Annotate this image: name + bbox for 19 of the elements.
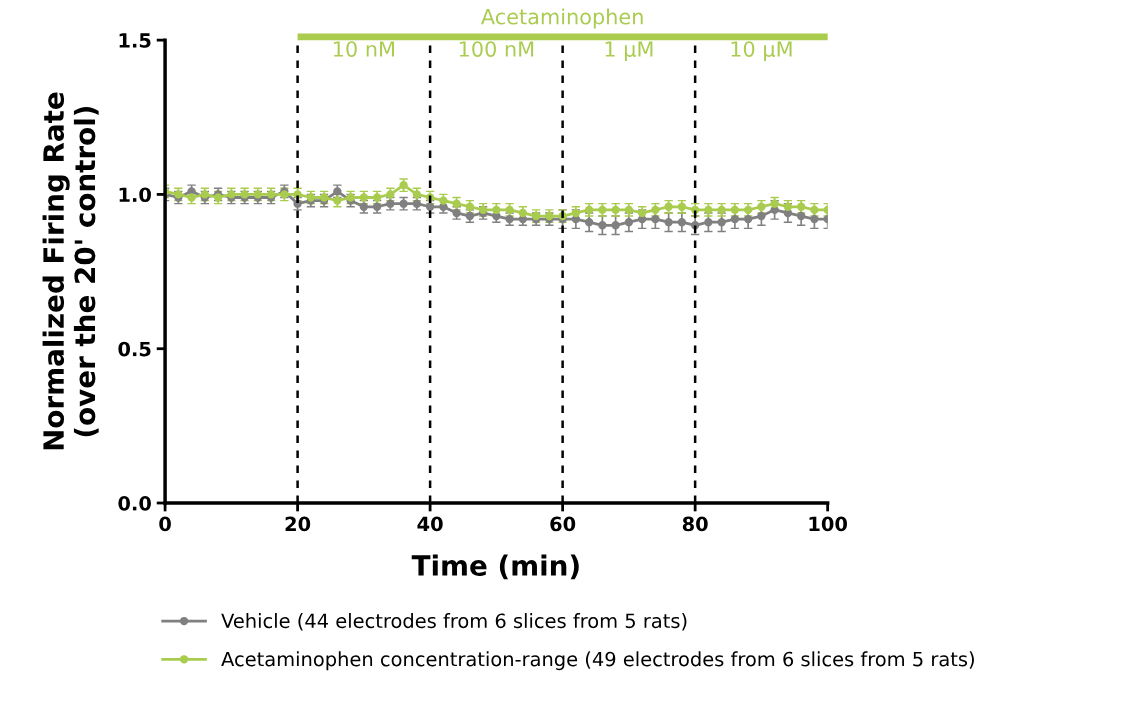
annotation: 100 nM bbox=[459, 41, 534, 57]
annotation: 10 nM bbox=[333, 41, 394, 57]
annotation: 10 µM bbox=[731, 41, 792, 61]
text: Acetaminophen bbox=[481, 8, 643, 29]
y-axis-title: Normalized Firing Rate (over the 20' control) bbox=[42, 92, 99, 450]
x-tick-label: 100 bbox=[809, 516, 848, 532]
x-axis-title: Time (min) bbox=[411, 554, 579, 580]
x-tick-label: 80 bbox=[682, 516, 708, 532]
annotation: 1 µM bbox=[605, 41, 653, 61]
y-tick-label: 1.5 bbox=[119, 33, 151, 48]
x-tick-label: 60 bbox=[550, 516, 576, 532]
x-tick-label: 20 bbox=[285, 516, 311, 532]
legend-label: Acetaminophen concentration-range (49 electrodes from 6 slices from 5 rats) bbox=[221, 651, 974, 671]
legend-label: Vehicle (44 electrodes from 6 slices from 5 rats) bbox=[221, 613, 687, 631]
y-tick-label: 1.0 bbox=[119, 187, 151, 203]
y-tick-label: 0.5 bbox=[118, 341, 151, 357]
y-tick-label: 0.0 bbox=[118, 495, 151, 511]
x-tick-label: 40 bbox=[417, 516, 443, 532]
x-tick-label: 0 bbox=[159, 516, 171, 532]
